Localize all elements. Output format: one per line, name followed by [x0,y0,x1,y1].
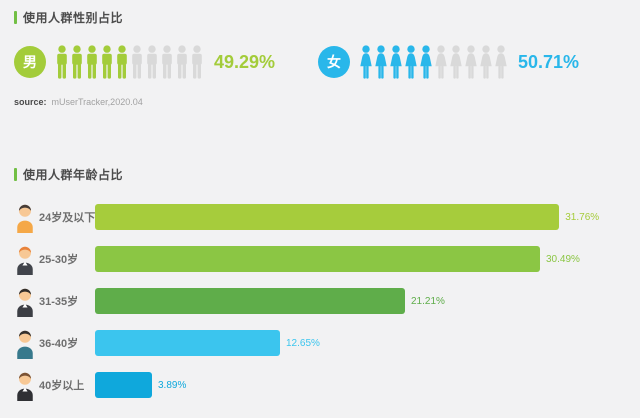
age-bar-chart: 24岁及以下 31.76% 25-30岁 30.49% 31-35岁 21.21% 3… [0,196,640,406]
gender-section-title: 使用人群性别占比 [14,9,123,26]
age-row: 24岁及以下 31.76% [0,196,640,238]
gender-title-text: 使用人群性别占比 [23,11,124,25]
gender-row: 男 [14,44,640,80]
age-row: 31-35岁 21.21% [0,280,640,322]
female-person-icon [450,45,462,79]
male-person-icon [117,45,127,79]
age-title-text: 使用人群年龄占比 [23,168,124,182]
age-label: 24岁及以下 [39,212,96,224]
female-person-icon [360,45,372,79]
age-value: 31.76% [565,211,600,223]
avatar-icon [17,372,33,401]
avatar-icon [17,204,33,233]
age-bar [95,372,152,398]
age-label: 31-35岁 [39,296,79,308]
age-value: 21.21% [411,295,445,307]
female-badge: 女 [318,46,350,78]
female-person-icon [420,45,432,79]
age-bar [95,204,560,230]
female-person-icon [390,45,402,79]
female-person-icon [495,45,507,79]
male-person-icon [132,45,142,79]
age-label: 25-30岁 [39,254,79,266]
source-label: source: [14,97,47,107]
male-person-icon [177,45,187,79]
age-label: 40岁以上 [39,380,85,392]
female-person-icon [405,45,417,79]
source-value: mUserTracker,2020.04 [51,97,143,107]
female-person-icon [465,45,477,79]
female-group: 女 [318,44,579,80]
age-value: 30.49% [546,253,580,265]
male-percentage: 49.29% [214,51,276,72]
avatar-icon [17,246,33,275]
male-person-icon [72,45,82,79]
male-group: 男 [14,44,275,80]
age-row: 40岁以上 3.89% [0,364,640,406]
title-accent-bar [14,168,17,181]
age-bar [95,288,405,314]
female-person-icon [375,45,387,79]
age-bar [95,246,540,272]
age-value: 12.65% [286,337,320,349]
male-person-icon [147,45,157,79]
male-person-icon [57,45,67,79]
age-row: 25-30岁 30.49% [0,238,640,280]
title-accent-bar [14,11,17,24]
female-icons [359,45,508,79]
avatar-icon [17,288,33,317]
age-row: 36-40岁 12.65% [0,322,640,364]
male-person-icon [102,45,112,79]
male-icons [55,45,204,79]
female-person-icon [480,45,492,79]
female-percentage: 50.71% [518,51,580,72]
male-person-icon [192,45,202,79]
avatar-icon [17,330,33,359]
age-label: 36-40岁 [39,338,79,350]
age-value: 3.89% [158,379,187,391]
male-person-icon [87,45,97,79]
source-note: source: mUserTracker,2020.04 [14,97,143,107]
female-person-icon [435,45,447,79]
age-bar [95,330,280,356]
age-section-title: 使用人群年龄占比 [14,166,123,183]
male-badge: 男 [14,46,46,78]
male-person-icon [162,45,172,79]
